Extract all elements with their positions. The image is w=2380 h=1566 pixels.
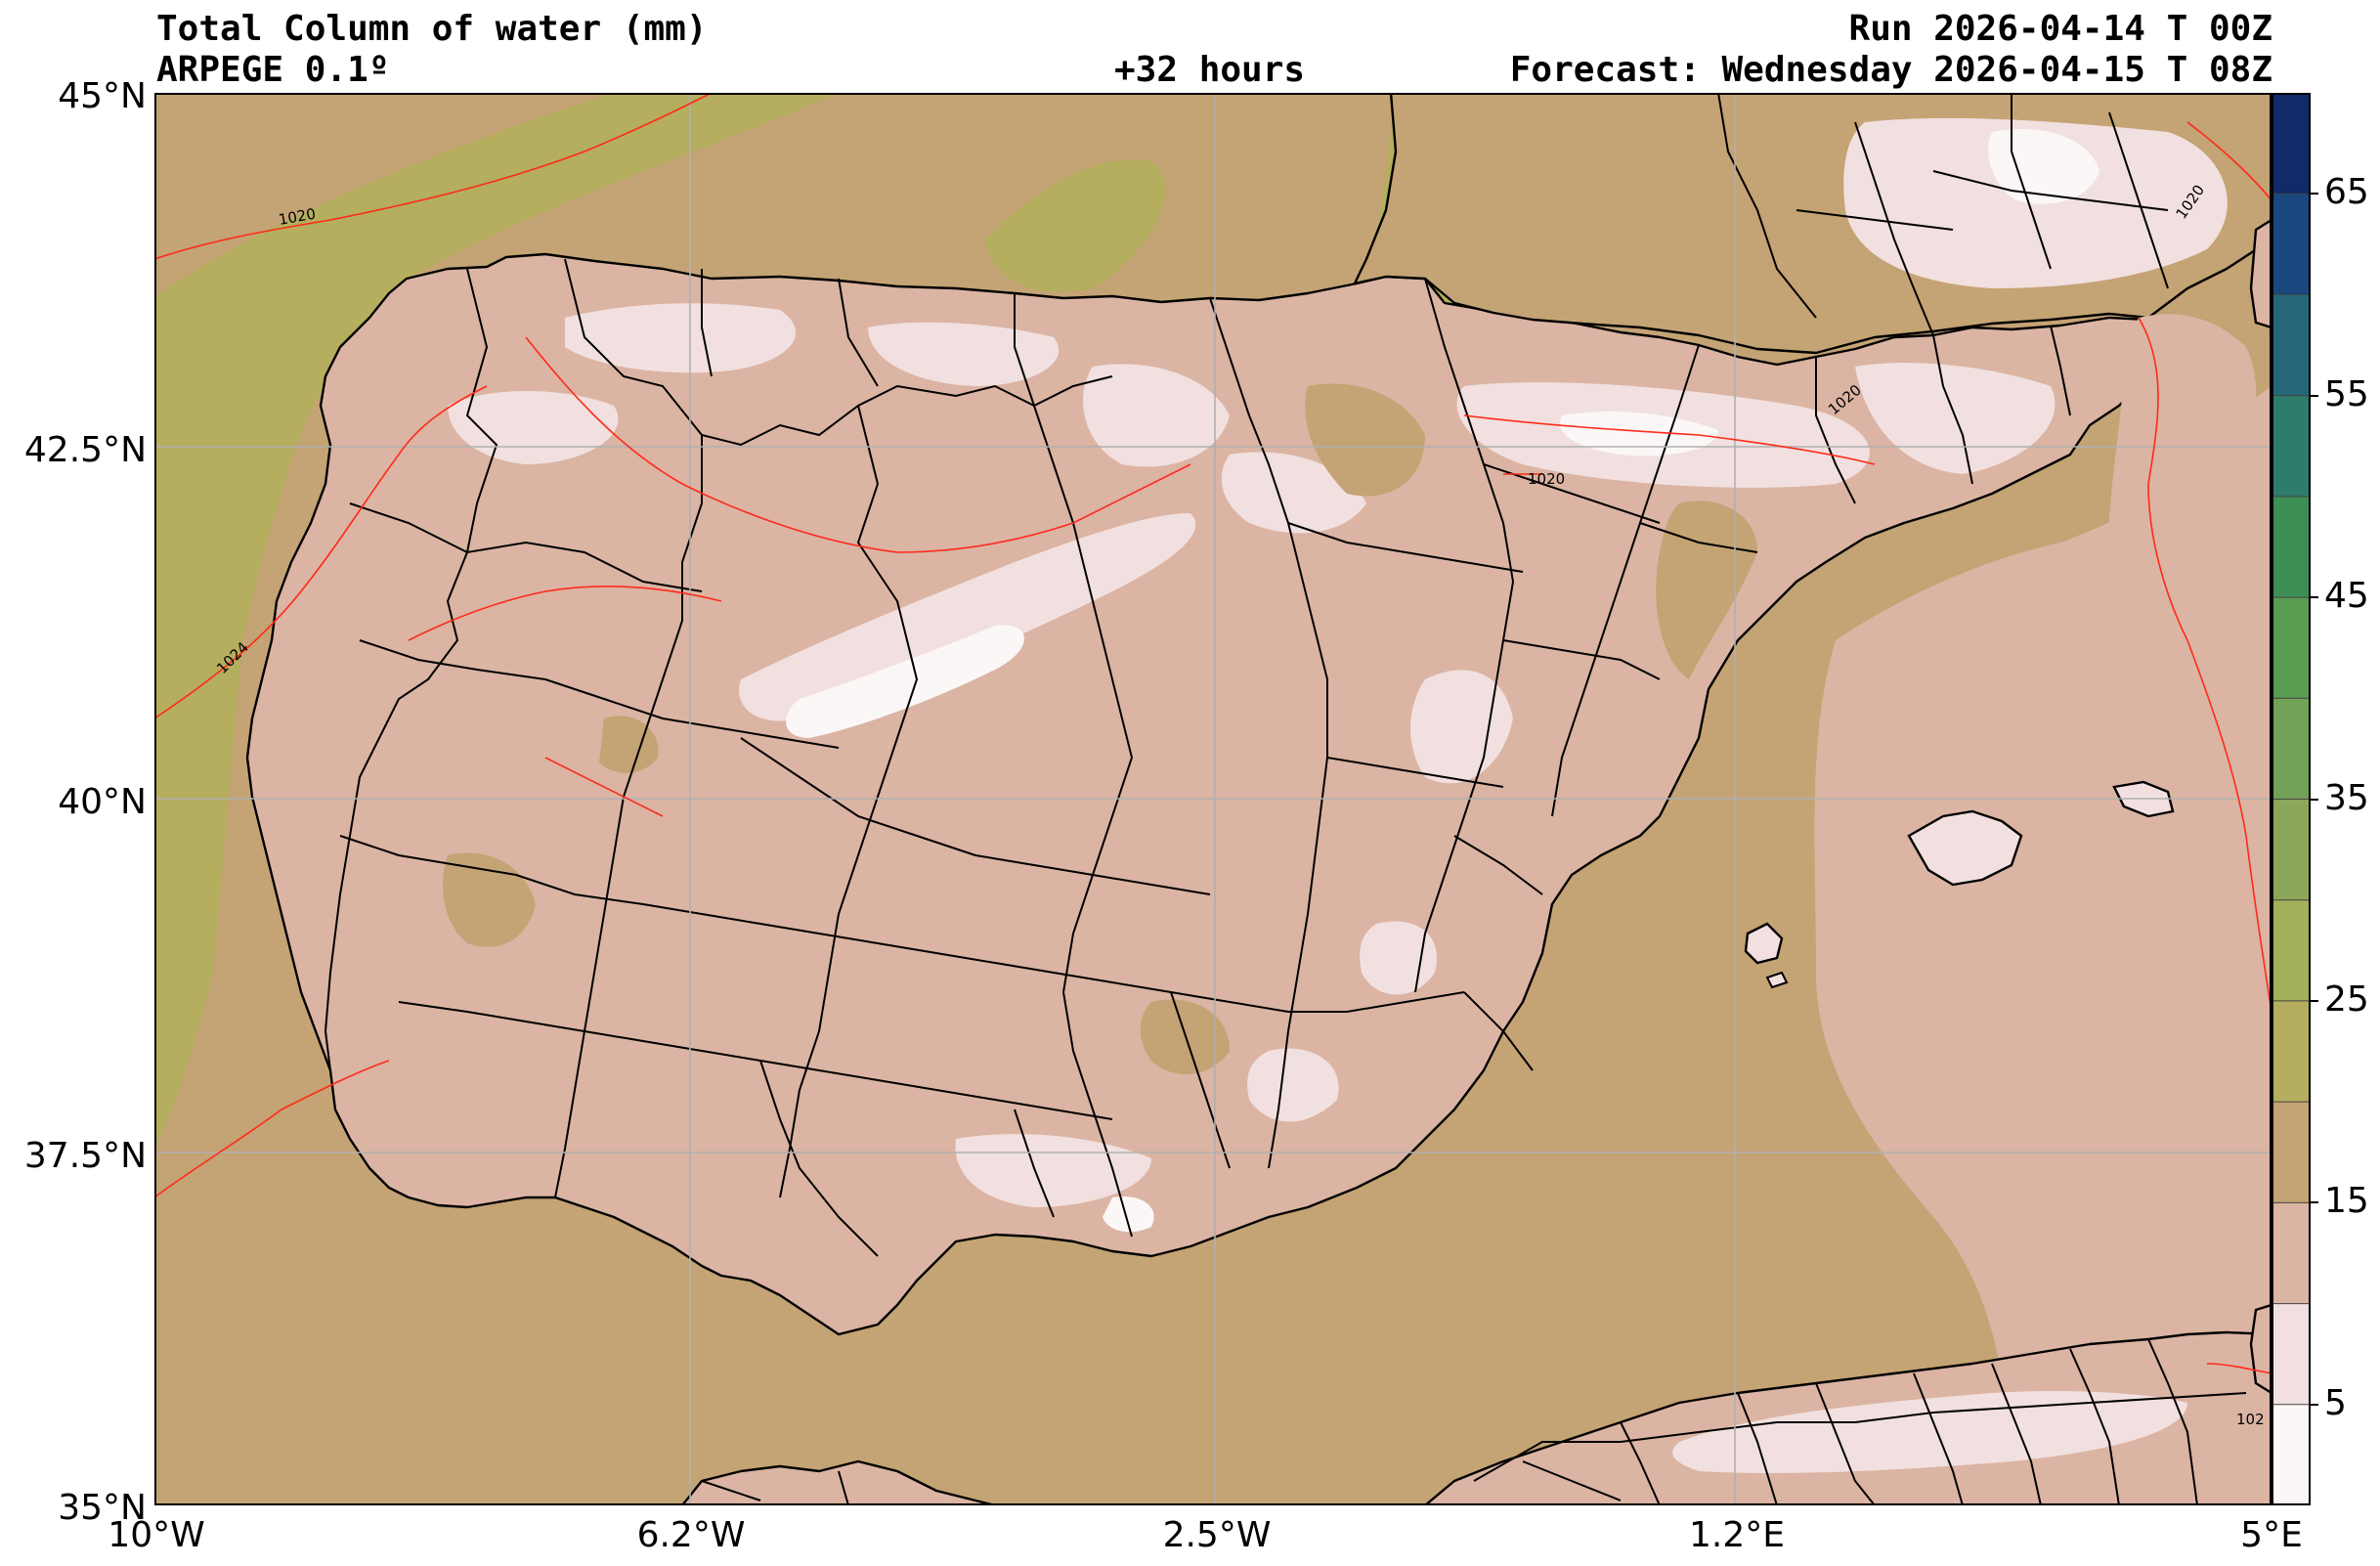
colorbar-frame	[2272, 93, 2311, 1505]
lat-label-42-5n: 42.5°N	[23, 430, 147, 470]
colorbar-tick	[2311, 394, 2318, 397]
colorbar-segment	[2272, 194, 2311, 295]
colorbar-segment	[2272, 1303, 2311, 1405]
graticule	[154, 93, 2272, 1505]
map-frame	[154, 93, 2272, 1505]
gulf-of-lion-plume	[2104, 314, 2257, 699]
colorbar-segment	[2272, 1202, 2311, 1304]
colorbar-segment	[2272, 93, 2311, 195]
lon-label-6-2w: 6.2°W	[636, 1515, 746, 1555]
isobar-label: 1020	[1528, 470, 1565, 488]
colorbar-segment	[2272, 1102, 2311, 1203]
colorbar-segment	[2272, 698, 2311, 800]
colorbar-segment	[2272, 899, 2311, 1001]
colorbar-tick-label: 55	[2324, 373, 2369, 414]
colorbar-segment	[2272, 1404, 2311, 1505]
isobar-label: 102	[2236, 1411, 2265, 1428]
lon-label-5e: 5°E	[2240, 1515, 2303, 1555]
corsica-island	[2249, 218, 2272, 329]
colorbar-tick	[2311, 999, 2318, 1002]
moist-land-patches	[443, 383, 1757, 1074]
colorbar-segment	[2272, 597, 2311, 699]
colorbar-tick	[2311, 1201, 2318, 1204]
isobar-lines	[154, 93, 2272, 1374]
africa-light-region	[1672, 1391, 2187, 1473]
lat-label-35n: 35°N	[58, 1488, 147, 1528]
map-title: Total Column of water (mm)	[156, 9, 708, 49]
colorbar-tick-label: 35	[2324, 777, 2369, 818]
colorbar-tick-label: 15	[2324, 1181, 2369, 1222]
lead-time-label: +32 hours	[1114, 50, 1306, 90]
north-africa-land	[680, 1459, 997, 1505]
region-borders	[324, 93, 2247, 1505]
mallorca-island	[1907, 809, 2023, 887]
colorbar-tick-label: 65	[2324, 172, 2369, 213]
colorbar-segment	[2272, 799, 2311, 900]
ibiza-island	[1744, 922, 1784, 965]
colorbar-tick	[2311, 596, 2318, 599]
colorbar-tick-label: 45	[2324, 576, 2369, 617]
colorbar-segment	[2272, 294, 2311, 396]
colorbar-tick	[2311, 798, 2318, 801]
atlantic-moist-band	[154, 93, 839, 1149]
biscay-moist-blob	[985, 159, 1166, 292]
colorbar-segment	[2272, 496, 2311, 598]
lon-label-2-5w: 2.5°W	[1162, 1515, 1272, 1555]
colorbar	[2272, 93, 2311, 1505]
lon-label-1-2e: 1.2°E	[1689, 1515, 1785, 1555]
model-label: ARPEGE 0.1º	[156, 50, 390, 90]
colorbar-segment	[2272, 395, 2311, 497]
lat-label-40n: 40°N	[58, 782, 147, 822]
lightest-regions	[786, 411, 1718, 1233]
formentera-island	[1765, 971, 1789, 989]
lon-label-10w: 10°W	[108, 1515, 205, 1555]
lat-label-45n: 45°N	[58, 76, 147, 116]
colorbar-tick-label: 25	[2324, 979, 2369, 1020]
alps-lightest-region	[1988, 128, 2099, 204]
run-label: Run 2026-04-14 T 00Z	[1848, 9, 2272, 49]
lat-label-37-5n: 37.5°N	[23, 1136, 147, 1176]
colorbar-segments	[2272, 93, 2311, 1505]
colorbar-tick	[2311, 193, 2318, 196]
colorbar-segment	[2272, 1000, 2311, 1103]
map-panel[interactable]: 1020 1024 1020 1020 1020 102	[154, 93, 2272, 1505]
forecast-label: Forecast: Wednesday 2026-04-15 T 08Z	[1509, 50, 2272, 90]
colorbar-tick-label: 5	[2324, 1382, 2347, 1423]
colorbar-tick	[2311, 1403, 2318, 1406]
